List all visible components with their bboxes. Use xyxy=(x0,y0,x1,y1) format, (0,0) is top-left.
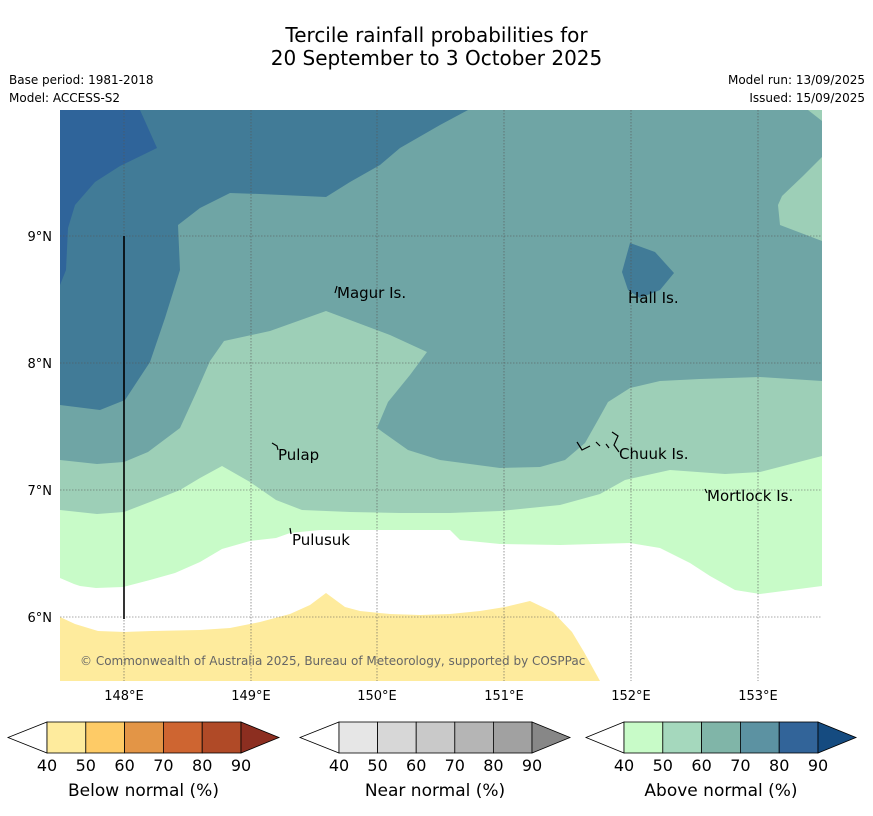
legend-near-tick: 50 xyxy=(367,756,388,775)
legend-below-tick: 60 xyxy=(114,756,135,775)
base-period: Base period: 1981-2018 xyxy=(9,73,154,87)
lat-label-6n: 6°N xyxy=(28,611,53,626)
legend-near-tick: 60 xyxy=(406,756,427,775)
region-above-50-60-ne xyxy=(778,157,822,241)
legend-near-swatch xyxy=(338,721,378,754)
legend-below-tick: 40 xyxy=(36,756,58,775)
legend-above-swatch xyxy=(662,721,702,754)
legend-below-left-arrow xyxy=(6,721,48,754)
legend-below-swatch xyxy=(46,721,87,754)
place-label-magur: Magur Is. xyxy=(337,284,406,302)
map-area: © Commonwealth of Australia 2025, Bureau… xyxy=(60,110,822,681)
lon-label-149e: 149°E xyxy=(231,689,271,704)
legend-near-tick: 40 xyxy=(328,756,350,775)
lat-label-9n: 9°N xyxy=(28,230,53,245)
legend-below-right-arrow xyxy=(240,721,281,754)
legend-above-tick: 60 xyxy=(691,756,712,775)
legend-below-tick: 80 xyxy=(192,756,213,775)
lon-label-151e: 151°E xyxy=(484,689,524,704)
islands xyxy=(271,285,708,535)
legend-above-swatch xyxy=(701,721,741,754)
legend-above-tick: 40 xyxy=(613,756,635,775)
legend-above-tick: 70 xyxy=(730,756,751,775)
pulusuk-island-shape xyxy=(289,527,292,535)
legend-below-swatch xyxy=(85,721,126,754)
legend-near-left-arrow xyxy=(298,721,340,754)
legend-near-swatch xyxy=(454,721,494,754)
legend-near-swatch xyxy=(492,721,533,754)
meta-left: Base period: 1981-2018 Model: ACCESS-S2 xyxy=(9,71,154,107)
legend-above-tick: 50 xyxy=(652,756,673,775)
place-label-pulap: Pulap xyxy=(278,446,319,464)
lat-label-8n: 8°N xyxy=(28,357,53,372)
lat-label-7n: 7°N xyxy=(28,484,53,499)
legend-near-right-arrow xyxy=(531,721,572,754)
lat-labels: 9°N 8°N 7°N 6°N xyxy=(28,230,53,626)
legend-below-swatch xyxy=(201,721,242,754)
model-name: Model: ACCESS-S2 xyxy=(9,91,121,105)
legend-above-tick: 90 xyxy=(807,756,829,775)
legend-near-swatch xyxy=(377,721,417,754)
legend-colorbars xyxy=(6,721,858,754)
legend-below-label: Below normal (%) xyxy=(68,781,219,801)
legend-above-swatch xyxy=(740,721,780,754)
mortlock-island-shape xyxy=(704,488,708,494)
legend-above-right-arrow xyxy=(817,721,858,754)
region-above-70-80-hall xyxy=(622,243,674,298)
magur-island-shape xyxy=(334,285,338,294)
place-label-pulusuk: Pulusuk xyxy=(292,531,350,549)
legend-below-swatch xyxy=(124,721,164,754)
place-label-hall: Hall Is. xyxy=(628,289,679,307)
region-above-60-70 xyxy=(60,110,822,468)
place-label-mortlock: Mortlock Is. xyxy=(707,487,793,505)
title-line-2: 20 September to 3 October 2025 xyxy=(270,46,603,70)
meta-right: Model run: 13/09/2025 Issued: 15/09/2025 xyxy=(728,71,865,107)
model-run: Model run: 13/09/2025 xyxy=(727,73,865,87)
lon-label-152e: 152°E xyxy=(611,689,651,704)
legend-below-tick: 50 xyxy=(75,756,96,775)
legend-below-swatch xyxy=(162,721,203,754)
legend-above-swatch xyxy=(623,721,664,754)
region-below-40-50 xyxy=(60,593,600,681)
hall-island-shape xyxy=(629,289,632,295)
place-labels: Magur Is. Hall Is. Pulap Chuuk Is. Mortl… xyxy=(278,284,793,549)
legend-near-tick: 70 xyxy=(444,756,465,775)
region-above-80-90 xyxy=(60,110,157,285)
title-line-1: Tercile rainfall probabilities for xyxy=(285,23,588,47)
place-label-chuuk: Chuuk Is. xyxy=(619,445,688,463)
legend-above-swatch xyxy=(778,721,819,754)
chuuk-island-shape xyxy=(576,431,620,453)
legend-near-label: Near normal (%) xyxy=(364,781,506,801)
legend-above-tick: 80 xyxy=(769,756,790,775)
issued-date: Issued: 15/09/2025 xyxy=(749,91,865,105)
lon-labels: 148°E 149°E 150°E 151°E 152°E 153°E xyxy=(104,689,778,704)
legend-above-label: Above normal (%) xyxy=(644,781,798,801)
legend-near-tick: 80 xyxy=(483,756,504,775)
legend-below-tick: 70 xyxy=(153,756,174,775)
pulap-island-shape xyxy=(271,442,279,451)
legend-above-left-arrow xyxy=(584,721,625,754)
legend-near-swatch xyxy=(415,721,456,754)
legend-near-tick: 90 xyxy=(521,756,543,775)
lon-label-148e: 148°E xyxy=(104,689,144,704)
copyright-text: © Commonwealth of Australia 2025, Bureau… xyxy=(80,654,585,668)
region-above-70-80 xyxy=(60,110,468,410)
lon-label-153e: 153°E xyxy=(738,689,778,704)
lon-label-150e: 150°E xyxy=(357,689,397,704)
legend-below-tick: 90 xyxy=(230,756,252,775)
region-above-50-60-ne2 xyxy=(808,110,822,121)
